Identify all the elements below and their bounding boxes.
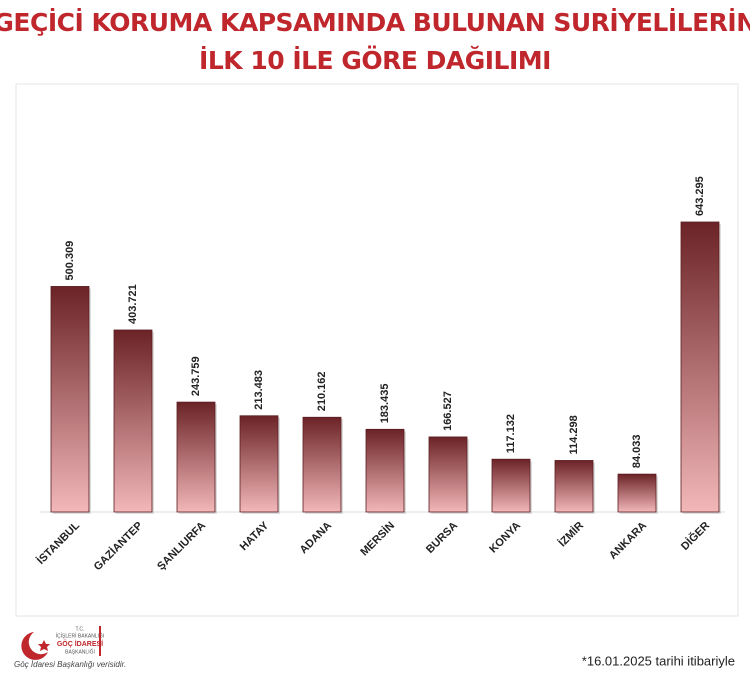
x-tick-label: ADANA [298, 520, 335, 557]
bar [680, 221, 720, 513]
logo-crescent [21, 632, 48, 660]
x-tick-label: KONYA [487, 520, 523, 556]
x-tick-label: MERSİN [358, 519, 397, 558]
value-label: 500.309 [64, 241, 76, 281]
value-label: 183.435 [379, 384, 391, 424]
bar [176, 401, 216, 513]
chart-title: İLK 10 İLE GÖRE DAĞILIMI [199, 45, 551, 75]
value-label: 114.298 [568, 415, 580, 454]
bar [239, 415, 279, 513]
logo: T.C. İÇİŞLERİ BAKANLIĞI GÖÇ İDARESİ BAŞK… [14, 626, 126, 669]
value-label: 84.033 [631, 434, 643, 468]
logo-text: GÖÇ İDARESİ [57, 639, 103, 648]
source-note: Göç İdaresi Başkanlığı verisidir. [14, 660, 126, 669]
value-label: 166.527 [442, 391, 454, 431]
bar [50, 286, 90, 513]
bar [428, 436, 468, 513]
bar [302, 416, 342, 513]
logo-star [38, 640, 50, 651]
bar [365, 428, 405, 513]
x-tick-label: GAZİANTEP [91, 519, 145, 573]
value-label: 403.721 [127, 284, 139, 324]
x-tick-label: İSTANBUL [34, 519, 82, 567]
logo-text: İÇİŞLERİ BAKANLIĞI [56, 632, 105, 639]
bar [113, 329, 153, 513]
x-tick-label: DİĞER [678, 519, 712, 553]
logo-bar [99, 626, 101, 656]
bar [491, 458, 531, 513]
x-tick-label: ŞANLIURFA [155, 520, 208, 573]
value-label: 643.295 [694, 176, 706, 216]
logo-text: T.C. [76, 626, 85, 632]
x-tick-label: İZMİR [556, 519, 586, 549]
x-tick-label: ANKARA [607, 520, 649, 562]
chart-frame [15, 83, 739, 617]
value-label: 243.759 [190, 356, 202, 396]
chart-title: GEÇİCİ KORUMA KAPSAMINDA BULUNAN SURİYEL… [0, 7, 750, 37]
footnote: *16.01.2025 tarihi itibariyle [582, 653, 735, 668]
x-tick-label: BURSA [424, 520, 460, 556]
logo-text: BAŞKANLIĞI [65, 648, 95, 655]
bar [554, 460, 594, 513]
value-label: 213.483 [253, 370, 265, 410]
value-label: 117.132 [505, 414, 517, 453]
value-label: 210.162 [316, 371, 328, 411]
x-tick-label: HATAY [238, 519, 272, 553]
bar [617, 473, 657, 513]
